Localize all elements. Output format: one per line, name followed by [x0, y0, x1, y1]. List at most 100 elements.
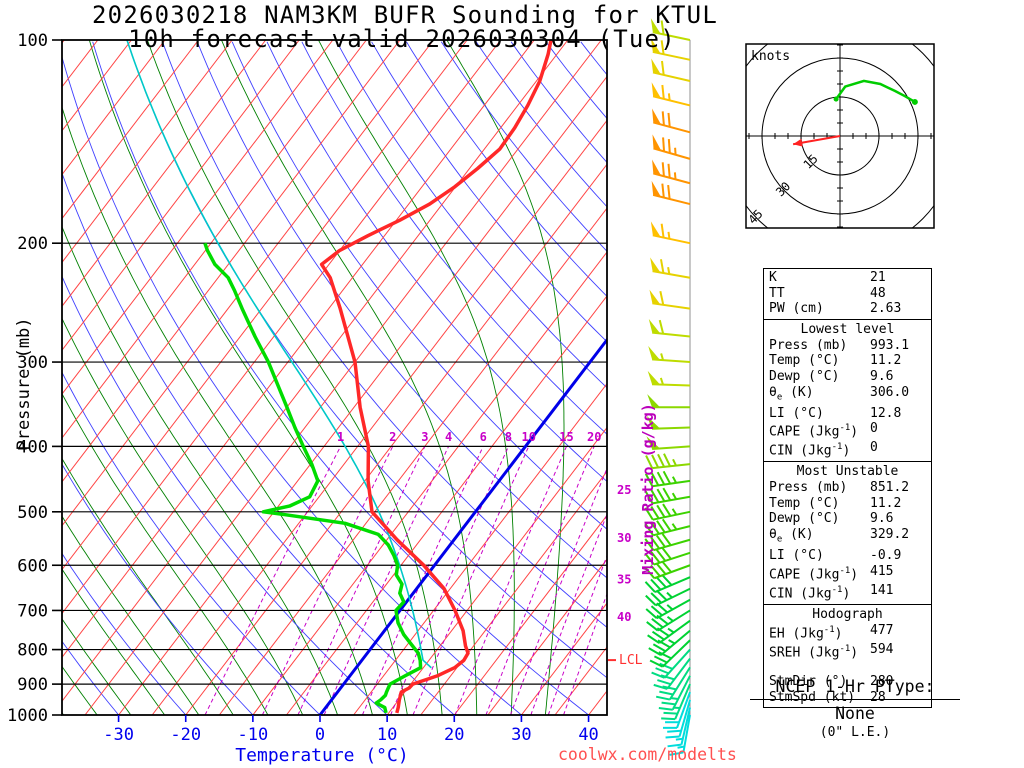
- svg-text:3: 3: [421, 430, 428, 444]
- svg-text:0: 0: [315, 725, 325, 745]
- watermark-link[interactable]: coolwx.com/modelts: [558, 745, 737, 764]
- stat-row: StmDir (°) 280: [769, 674, 894, 690]
- mixing-ratio-labels: 1 2 3 4 6 8 10 15 20 25 30 35 40: [337, 430, 631, 624]
- svg-text:25: 25: [617, 483, 631, 497]
- plot-border: [61, 39, 608, 716]
- stat-section-header: Most Unstable: [796, 464, 899, 480]
- stat-row: CAPE (Jkg-1) 415: [769, 563, 894, 583]
- wind-barb: [644, 547, 691, 566]
- wind-barb: [645, 587, 691, 607]
- svg-text:40: 40: [578, 725, 598, 745]
- ptype-panel: NCEP 1-Hr PType: None (0" L.E.): [750, 676, 960, 741]
- wind-barb: [650, 221, 691, 245]
- svg-text:40: 40: [617, 610, 631, 624]
- stat-row: CAPE (Jkg-1) 0: [769, 421, 878, 440]
- wind-barb: [661, 683, 691, 721]
- wind-barb: [644, 574, 691, 593]
- svg-text:30: 30: [511, 725, 531, 745]
- wind-barb: [649, 639, 691, 668]
- stat-row: Press (mb) 851.2: [769, 480, 910, 496]
- svg-text:20: 20: [444, 725, 464, 745]
- ptype-liquid-equivalent: (0" L.E.): [819, 725, 891, 740]
- hodograph-unit-label: knots: [751, 49, 790, 64]
- wind-barb: [667, 707, 691, 748]
- wind-barb: [644, 487, 691, 505]
- stat-row: Dewp (°C) 9.6: [769, 511, 894, 527]
- skewt-plot-area: [62, 40, 607, 715]
- title-line-2: 10h forecast valid 2026030304 (Tue): [128, 25, 676, 53]
- stat-row: StmSpd (kt) 28: [769, 690, 886, 706]
- svg-text:800: 800: [17, 641, 48, 661]
- wind-barb: [645, 453, 691, 470]
- svg-text:4: 4: [445, 430, 452, 444]
- wind-barb: [651, 82, 691, 107]
- wind-barb: [651, 648, 691, 679]
- stat-section-header: Lowest level: [800, 321, 895, 337]
- pressure-axis-ticks: 100 200 300 400 500 600 700 800 900 1000: [7, 31, 62, 726]
- stat-row: K 21: [769, 270, 886, 285]
- stat-row: θe (K) 329.2: [769, 526, 910, 545]
- stat-row: Temp (°C) 11.2: [769, 495, 902, 511]
- wind-barb: [652, 134, 691, 160]
- wind-barb: [663, 691, 691, 729]
- wind-barb: [647, 370, 691, 387]
- wind-barb-column: [644, 18, 691, 756]
- svg-text:1000: 1000: [7, 706, 48, 726]
- wind-barb: [658, 675, 691, 711]
- wind-barb: [652, 159, 691, 185]
- stat-row: PW (cm) 2.63: [769, 301, 902, 317]
- svg-text:500: 500: [17, 503, 48, 523]
- wind-barb: [655, 666, 691, 701]
- stat-row: SREH (Jkg-1) 594: [769, 641, 894, 660]
- svg-text:1: 1: [337, 430, 344, 444]
- stat-row: CIN (Jkg-1) 141: [769, 582, 894, 601]
- stat-gap: [764, 660, 931, 674]
- stat-row: Dewp (°C) 9.6: [769, 368, 894, 384]
- wind-barb: [649, 289, 691, 310]
- wind-barb: [644, 503, 691, 521]
- svg-text:700: 700: [17, 601, 48, 621]
- stat-section: Hodograph EH (Jkg-1) 477 SREH (Jkg-1) 594 Stm…: [764, 603, 931, 706]
- parcel-curve: [126, 40, 432, 669]
- svg-text:900: 900: [17, 675, 48, 695]
- wind-barb: [648, 318, 691, 338]
- wind-barb: [650, 38, 691, 61]
- wind-barb: [646, 436, 691, 451]
- stat-row: LI (°C) -0.9: [769, 548, 902, 564]
- stat-section: Lowest level Press (mb) 993.1 Temp (°C) 11.2…: [764, 318, 931, 459]
- wind-barb: [650, 257, 691, 279]
- wind-barb: [644, 470, 691, 488]
- stat-row: CIN (Jkg-1) 0: [769, 440, 878, 459]
- wind-barb: [646, 415, 691, 430]
- stat-row: EH (Jkg-1) 477: [769, 622, 894, 641]
- svg-text:6: 6: [480, 430, 487, 444]
- svg-text:35: 35: [617, 572, 631, 586]
- wind-barb: [669, 714, 691, 756]
- pressure-grid-group: [62, 242, 607, 685]
- stat-row: LI (°C) 12.8: [769, 405, 902, 421]
- wind-barb: [644, 518, 691, 537]
- zero-isotherm-line: [318, 337, 607, 715]
- svg-text:LCL: LCL: [619, 653, 643, 668]
- hodograph-ring-label: 15: [801, 152, 821, 172]
- lcl-marker: LCL: [608, 653, 643, 668]
- svg-text:300: 300: [17, 353, 48, 373]
- isotherms-group: [62, 40, 607, 715]
- wind-barb: [652, 108, 691, 134]
- ptype-value: None: [835, 704, 875, 723]
- svg-text:10: 10: [521, 430, 535, 444]
- svg-text:200: 200: [17, 234, 48, 254]
- hodograph-trace: [835, 79, 916, 103]
- svg-text:8: 8: [505, 430, 512, 444]
- wind-barb: [653, 658, 691, 690]
- svg-text:20: 20: [587, 430, 601, 444]
- title-line-1: 2026030218 NAM3KM BUFR Sounding for KTUL: [92, 1, 718, 29]
- stat-section: Most Unstable Press (mb) 851.2 Temp (°C) 11.…: [764, 461, 931, 601]
- svg-text:400: 400: [17, 437, 48, 457]
- svg-text:100: 100: [17, 31, 48, 51]
- wind-barb: [646, 609, 691, 632]
- svg-text:600: 600: [17, 556, 48, 576]
